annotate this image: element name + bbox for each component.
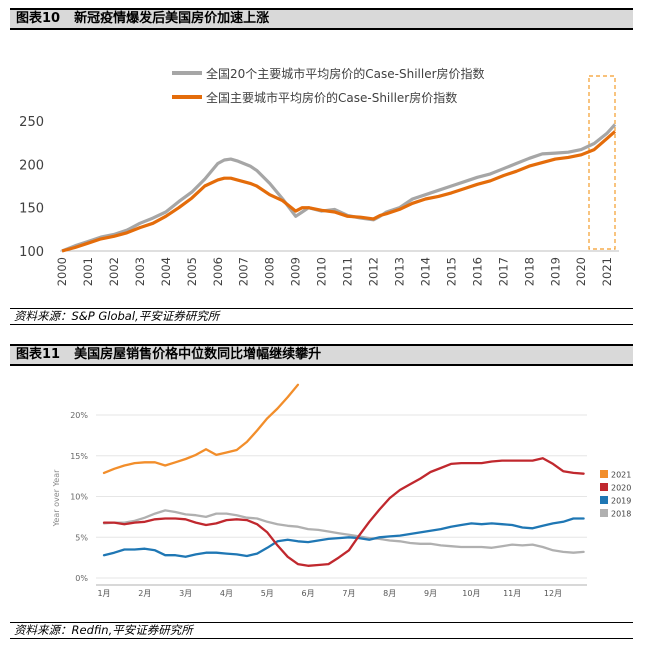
chart1-xtick-label: 2015: [444, 257, 458, 286]
chart2-xtick-label: 7月: [342, 589, 355, 598]
figure11-number: 图表11: [16, 347, 61, 362]
chart2-xtick-label: 2月: [138, 589, 151, 598]
chart2-legend-swatch-2018: [600, 509, 608, 517]
chart1-xtick-label: 2021: [600, 257, 614, 286]
chart1-xtick-label: 2016: [470, 257, 484, 286]
chart1-ytick-label: 100: [19, 245, 44, 260]
chart1-xtick-label: 2020: [574, 257, 588, 286]
chart2-ytick-label: 15%: [70, 452, 88, 461]
chart1-series-line-2: [61, 130, 617, 253]
chart2-xtick-label: 10月: [462, 589, 480, 598]
chart2-legend-swatch-2021: [600, 470, 608, 478]
chart2-legend-label-2019: 2019: [611, 497, 631, 506]
chart1-ytick-label: 200: [19, 158, 44, 173]
chart2-series-line-2019: [102, 517, 585, 558]
chart1-xtick-label: 2013: [393, 257, 407, 286]
chart1-ytick-label: 250: [19, 115, 44, 130]
chart2-xtick-label: 5月: [261, 589, 274, 598]
chart1-ytick-label: 150: [19, 202, 44, 217]
chart1-xtick-label: 2000: [55, 257, 69, 286]
chart2-legend-label-2020: 2020: [611, 484, 631, 493]
chart1-legend-label-2: 全国主要城市平均房价的Case-Shiller房价指数: [206, 90, 457, 105]
chart1-xtick-label: 2017: [496, 257, 510, 286]
chart2-xtick-label: 3月: [179, 589, 192, 598]
chart1-xtick-label: 2004: [159, 257, 173, 286]
chart1-series-line-1: [61, 123, 617, 253]
chart1-xtick-label: 2006: [211, 257, 225, 286]
chart1-xtick-label: 2009: [289, 257, 303, 286]
chart1-highlight-box: [588, 75, 616, 250]
chart2-series-line-2018: [102, 509, 585, 554]
chart2-legend-swatch-2019: [600, 496, 608, 504]
figure11-source: 资料来源：Redfin,平安证券研究所: [10, 622, 633, 639]
chart1-xtick-label: 2018: [522, 257, 536, 286]
chart1-xtick-label: 2011: [341, 257, 355, 286]
figure11-header: 图表11 美国房屋销售价格中位数同比增幅继续攀升: [10, 344, 633, 366]
chart1-xtick-label: 2001: [81, 257, 95, 286]
chart2-y-axis-label: Year over Year: [52, 469, 61, 528]
chart2-ytick-label: 10%: [70, 493, 88, 502]
chart1-xtick-label: 2005: [185, 257, 199, 286]
chart2-ytick-label: 5%: [75, 533, 88, 542]
figure10-number: 图表10: [16, 11, 61, 26]
chart2-series-line-2021: [102, 383, 300, 475]
chart2-ytick-label: 0%: [75, 574, 88, 583]
chart2-xtick-label: 4月: [220, 589, 233, 598]
chart2-legend-label-2021: 2021: [611, 471, 631, 480]
chart1-xtick-label: 2010: [315, 257, 329, 286]
chart2-series-line-2020: [102, 457, 585, 567]
chart2-svg: 0% 5% 10% 15% 20% Year over Year 1月 2月 3月 4月 5月 6月 7…: [52, 383, 631, 598]
chart2-xtick-label: 1月: [97, 589, 110, 598]
figure10-source: 资料来源：S&P Global,平安证券研究所: [10, 308, 633, 325]
chart2-xtick-label: 11月: [503, 589, 521, 598]
chart1-xtick-label: 2002: [107, 257, 121, 286]
figure10-header: 图表10 新冠疫情爆发后美国房价加速上涨: [10, 8, 633, 30]
figure10-title: 新冠疫情爆发后美国房价加速上涨: [74, 11, 270, 26]
chart1-xtick-label: 2008: [263, 257, 277, 286]
chart2-ytick-label: 20%: [70, 411, 88, 420]
chart2-legend-label-2018: 2018: [611, 510, 631, 519]
chart2-xtick-label: 12月: [544, 589, 562, 598]
chart2-legend-swatch-2020: [600, 483, 608, 491]
figure11-title: 美国房屋销售价格中位数同比增幅继续攀升: [74, 347, 322, 362]
chart1-xtick-label: 2014: [418, 257, 432, 286]
chart1-svg: 100 150 200 250 2000 2001 2002 2003 2004 2005 2006…: [19, 66, 619, 286]
chart1-legend-label-1: 全国20个主要城市平均房价的Case-Shiller房价指数: [206, 66, 485, 81]
chart2-xtick-label: 9月: [424, 589, 437, 598]
chart1-xtick-label: 2012: [367, 257, 381, 286]
chart2-xtick-label: 6月: [302, 589, 315, 598]
chart1-xtick-label: 2019: [548, 257, 562, 286]
chart1-xtick-label: 2003: [133, 257, 147, 286]
chart1-xtick-label: 2007: [237, 257, 251, 286]
chart2-xtick-label: 8月: [383, 589, 396, 598]
